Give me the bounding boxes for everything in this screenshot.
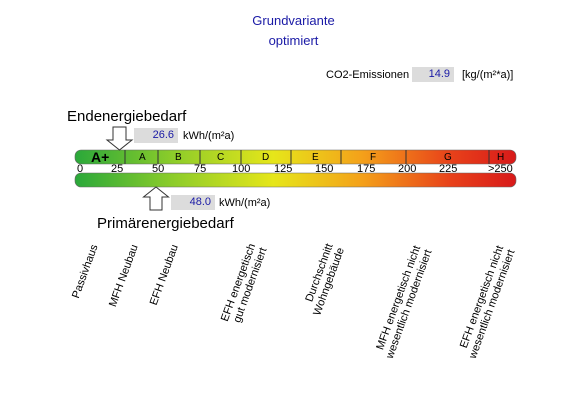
class-label-a: A <box>139 152 146 163</box>
co2-label: CO2-Emissionen <box>326 69 410 81</box>
co2-unit: [kg/(m²*a)] <box>462 69 514 81</box>
primary-energy-unit: kWh/(m²a) <box>219 197 271 209</box>
class-label-d: D <box>262 152 270 163</box>
class-label-c: C <box>217 152 225 163</box>
tick-label: 175 <box>357 163 376 175</box>
primary-energy-value: 48.0 <box>171 195 215 210</box>
end-energy-value: 26.6 <box>134 128 178 143</box>
down-arrow-icon <box>105 126 134 151</box>
up-arrow-icon <box>142 186 170 211</box>
class-label-g: G <box>444 152 452 163</box>
class-label-b: B <box>175 152 182 163</box>
lower-scale-band <box>74 172 517 188</box>
end-energy-unit: kWh/(m²a) <box>183 130 235 142</box>
tick-label: 150 <box>315 163 334 175</box>
class-label-f: F <box>370 152 377 163</box>
primary-energy-label: Primärenergiebedarf <box>97 215 234 232</box>
class-label-a-plus: A+ <box>91 149 110 165</box>
class-label-e: E <box>312 152 319 163</box>
page-title: Grundvariante <box>252 13 335 28</box>
tick-label: 200 <box>398 163 417 175</box>
end-energy-label: Endenergiebedarf <box>67 108 187 125</box>
tick-label: >250 <box>488 163 513 175</box>
tick-label: 125 <box>274 163 293 175</box>
tick-label: 50 <box>152 163 165 175</box>
tick-label: 0 <box>77 163 84 175</box>
co2-value: 14.9 <box>412 67 454 82</box>
tick-label: 225 <box>439 163 458 175</box>
tick-label: 75 <box>194 163 207 175</box>
page-subtitle: optimiert <box>268 33 319 48</box>
tick-label: 100 <box>232 163 251 175</box>
class-label-h: H <box>497 152 505 163</box>
tick-label: 25 <box>111 163 124 175</box>
